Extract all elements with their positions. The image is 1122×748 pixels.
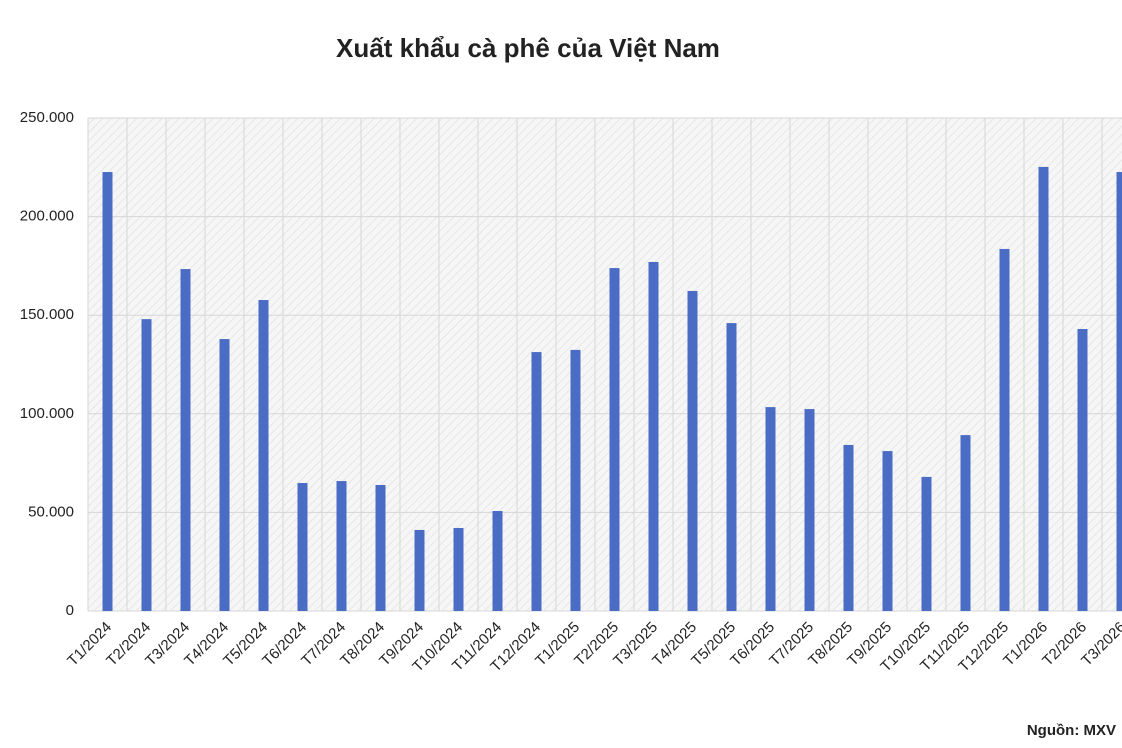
bar: [1077, 329, 1088, 611]
bar: [726, 323, 737, 611]
bar: [258, 300, 269, 611]
y-tick-label: 250.000: [20, 109, 74, 126]
bar: [102, 172, 113, 611]
bar: [297, 483, 308, 611]
bar: [1038, 166, 1049, 612]
y-tick-label: 0: [66, 602, 74, 619]
y-tick-label: 200.000: [20, 208, 74, 225]
bar: [375, 484, 386, 611]
bar: [336, 481, 347, 611]
bar: [882, 451, 893, 611]
bar: [960, 435, 971, 611]
bar: [765, 407, 776, 611]
bar: [1116, 172, 1122, 611]
bar: [492, 511, 503, 611]
bar: [570, 349, 581, 611]
chart-title: Xuất khẩu cà phê của Việt Nam: [336, 33, 720, 63]
bar: [609, 268, 620, 611]
bar: [531, 352, 542, 611]
source: Nguồn: MXV: [1027, 722, 1116, 739]
bar: [999, 248, 1010, 611]
bar: [219, 339, 230, 611]
bar: [180, 269, 191, 611]
bar: [141, 319, 152, 611]
bar: [453, 527, 464, 611]
y-tick-label: 100.000: [20, 405, 74, 422]
bar: [414, 529, 425, 611]
bar: [804, 409, 815, 611]
bar: [921, 476, 932, 611]
y-tick-label: 150.000: [20, 306, 74, 323]
y-tick-label: 50.000: [28, 503, 74, 520]
bar: [648, 261, 659, 611]
bar: [843, 444, 854, 611]
bar: [687, 290, 698, 611]
